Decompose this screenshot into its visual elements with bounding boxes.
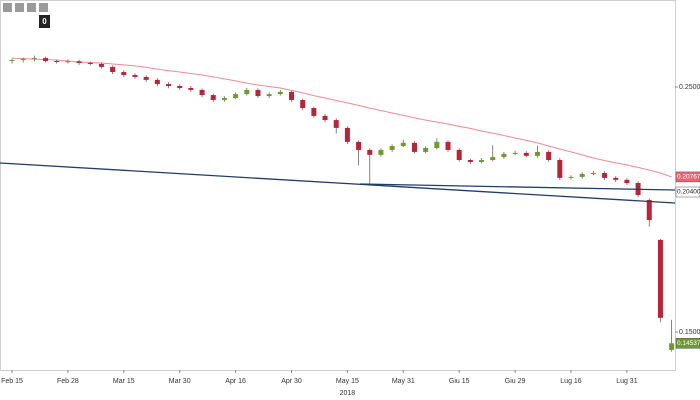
candle-body	[143, 76, 149, 80]
x-tick-label: May 15	[336, 378, 359, 385]
candle-body	[423, 148, 429, 152]
candle-body	[20, 59, 26, 61]
ma-price-label-box	[675, 171, 700, 183]
candle-body	[221, 98, 227, 100]
candle-body	[266, 94, 272, 97]
moving-average	[11, 57, 672, 178]
x-tick-label: Lug 31	[616, 378, 638, 385]
candle-body	[244, 89, 250, 95]
candle-body	[9, 60, 15, 62]
candle-body	[546, 151, 552, 161]
x-tick-label: Feb 15	[1, 378, 23, 385]
candle-body	[445, 141, 451, 150]
x-tick-label: Giu 29	[505, 378, 526, 385]
candle-body	[613, 177, 619, 180]
candle-body	[177, 86, 183, 88]
badge: 0	[42, 17, 47, 26]
candle-body	[624, 179, 630, 184]
series	[9, 55, 675, 352]
bookmark-button[interactable]	[27, 3, 36, 12]
candle-body	[166, 84, 172, 87]
candle-body	[188, 87, 194, 90]
candle-body	[132, 74, 138, 77]
candle-body	[300, 99, 306, 109]
candle-body	[568, 176, 574, 178]
candle-body	[657, 239, 663, 318]
candle-body	[590, 172, 596, 174]
badge-box	[39, 15, 50, 28]
x-tick-label: Mar 15	[113, 378, 135, 385]
candle-body	[378, 149, 384, 155]
search-button[interactable]	[39, 3, 48, 12]
trendline-price-label: 0.20400	[677, 189, 700, 196]
candle-body	[411, 142, 417, 152]
plot-area	[0, 0, 676, 371]
x-tick-label: Apr 16	[225, 378, 246, 385]
candle-body	[501, 153, 507, 158]
y-tick-label: 0.25000	[679, 84, 700, 91]
candle-body	[523, 152, 529, 156]
candle-body	[512, 152, 518, 154]
candle-body	[602, 172, 608, 178]
candle-body	[557, 160, 563, 178]
candle-body	[255, 89, 261, 97]
candle-body	[87, 62, 93, 64]
candle-body	[289, 91, 294, 100]
toolbar: 0	[3, 3, 50, 28]
candle-body	[154, 79, 160, 85]
candle-body	[389, 146, 395, 150]
candle-body	[54, 61, 60, 63]
candle-body	[490, 157, 496, 161]
x-tick-label: May 31	[392, 378, 415, 385]
x-tick-label: Apr 30	[281, 378, 302, 385]
trendline	[0, 162, 676, 204]
candle-body	[467, 160, 473, 162]
candle-body	[277, 91, 283, 95]
candle-body	[210, 95, 216, 100]
last-price-label-box	[675, 338, 700, 349]
candle-body	[579, 173, 585, 177]
candle-body	[367, 149, 373, 155]
candle-body	[76, 61, 82, 63]
candle-body	[311, 108, 317, 116]
candle-body	[333, 120, 339, 128]
last-price-label: 0.14537	[677, 340, 700, 347]
candle-body	[199, 89, 205, 96]
candle-body	[121, 72, 127, 75]
zoom-in-button[interactable]	[3, 3, 12, 12]
draw-button[interactable]	[15, 3, 24, 12]
candle-body	[434, 141, 440, 148]
ma-price-label: 0.20767	[677, 174, 700, 181]
x-tick-label: Lug 16	[560, 378, 582, 385]
candle-body	[110, 66, 116, 73]
x-tick-label: Feb 28	[57, 378, 79, 385]
candle-body	[322, 115, 328, 121]
candle-body	[646, 199, 652, 221]
trendline	[359, 183, 676, 191]
candle-body	[65, 61, 71, 63]
candle-body	[98, 63, 104, 67]
candle-body	[669, 343, 675, 350]
candle-body	[233, 94, 239, 99]
candle-body	[400, 142, 406, 147]
x-tick-label: Giu 15	[449, 378, 470, 385]
candle-body	[356, 141, 362, 150]
candle-body	[344, 127, 350, 142]
candle-body	[534, 151, 540, 156]
trendline-price-label-box	[675, 186, 700, 198]
candle-body	[479, 160, 485, 162]
year-label: 2018	[340, 390, 356, 397]
candle-body	[31, 58, 37, 60]
candle-body	[43, 58, 49, 62]
x-tick-label: Mar 30	[169, 378, 191, 385]
candle-body	[456, 149, 462, 161]
